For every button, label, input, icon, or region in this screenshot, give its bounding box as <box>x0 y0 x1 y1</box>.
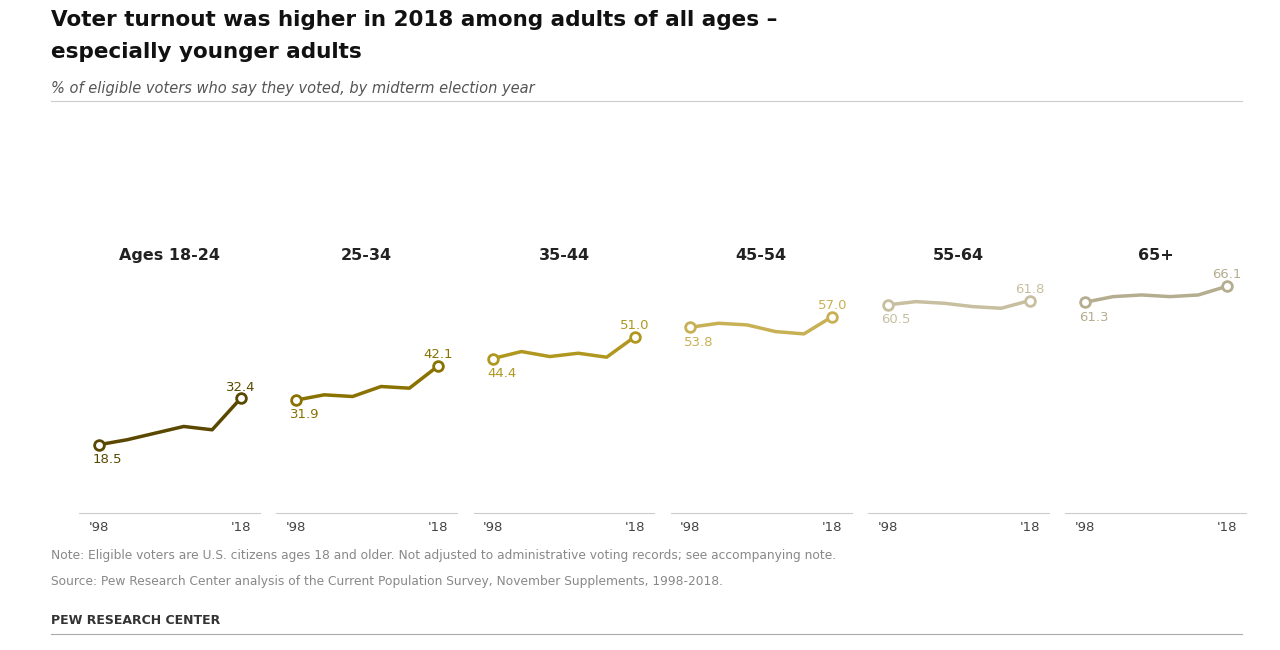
Text: Voter turnout was higher in 2018 among adults of all ages –: Voter turnout was higher in 2018 among a… <box>51 10 777 30</box>
Text: 61.3: 61.3 <box>1079 311 1108 324</box>
Text: 61.8: 61.8 <box>1015 283 1044 296</box>
Text: '98: '98 <box>680 521 700 534</box>
Text: especially younger adults: especially younger adults <box>51 42 362 62</box>
Text: 55-64: 55-64 <box>933 248 984 263</box>
Text: 60.5: 60.5 <box>882 313 911 326</box>
Text: '18: '18 <box>1216 521 1236 534</box>
Text: Note: Eligible voters are U.S. citizens ages 18 and older. Not adjusted to admin: Note: Eligible voters are U.S. citizens … <box>51 549 836 562</box>
Text: Source: Pew Research Center analysis of the Current Population Survey, November : Source: Pew Research Center analysis of … <box>51 575 723 588</box>
Text: 57.0: 57.0 <box>818 298 847 311</box>
Text: '18: '18 <box>428 521 448 534</box>
Text: 65+: 65+ <box>1138 248 1174 263</box>
Text: '18: '18 <box>1019 521 1039 534</box>
Text: '98: '98 <box>1075 521 1094 534</box>
Text: '98: '98 <box>88 521 109 534</box>
Text: % of eligible voters who say they voted, by midterm election year: % of eligible voters who say they voted,… <box>51 81 535 96</box>
Text: 51.0: 51.0 <box>621 318 650 332</box>
Text: 42.1: 42.1 <box>424 348 453 361</box>
Text: 25-34: 25-34 <box>342 248 393 263</box>
Text: 31.9: 31.9 <box>289 408 320 421</box>
Text: PEW RESEARCH CENTER: PEW RESEARCH CENTER <box>51 614 220 627</box>
Text: 53.8: 53.8 <box>685 335 714 348</box>
Text: 35-44: 35-44 <box>539 248 590 263</box>
Text: '18: '18 <box>822 521 842 534</box>
Text: '98: '98 <box>285 521 306 534</box>
Text: Ages 18-24: Ages 18-24 <box>119 248 220 263</box>
Text: '98: '98 <box>483 521 503 534</box>
Text: 18.5: 18.5 <box>92 453 122 466</box>
Text: 32.4: 32.4 <box>225 380 255 393</box>
Text: '18: '18 <box>625 521 645 534</box>
Text: '18: '18 <box>230 521 251 534</box>
Text: 45-54: 45-54 <box>736 248 787 263</box>
Text: 44.4: 44.4 <box>488 367 516 380</box>
Text: '98: '98 <box>877 521 897 534</box>
Text: 66.1: 66.1 <box>1212 268 1242 281</box>
